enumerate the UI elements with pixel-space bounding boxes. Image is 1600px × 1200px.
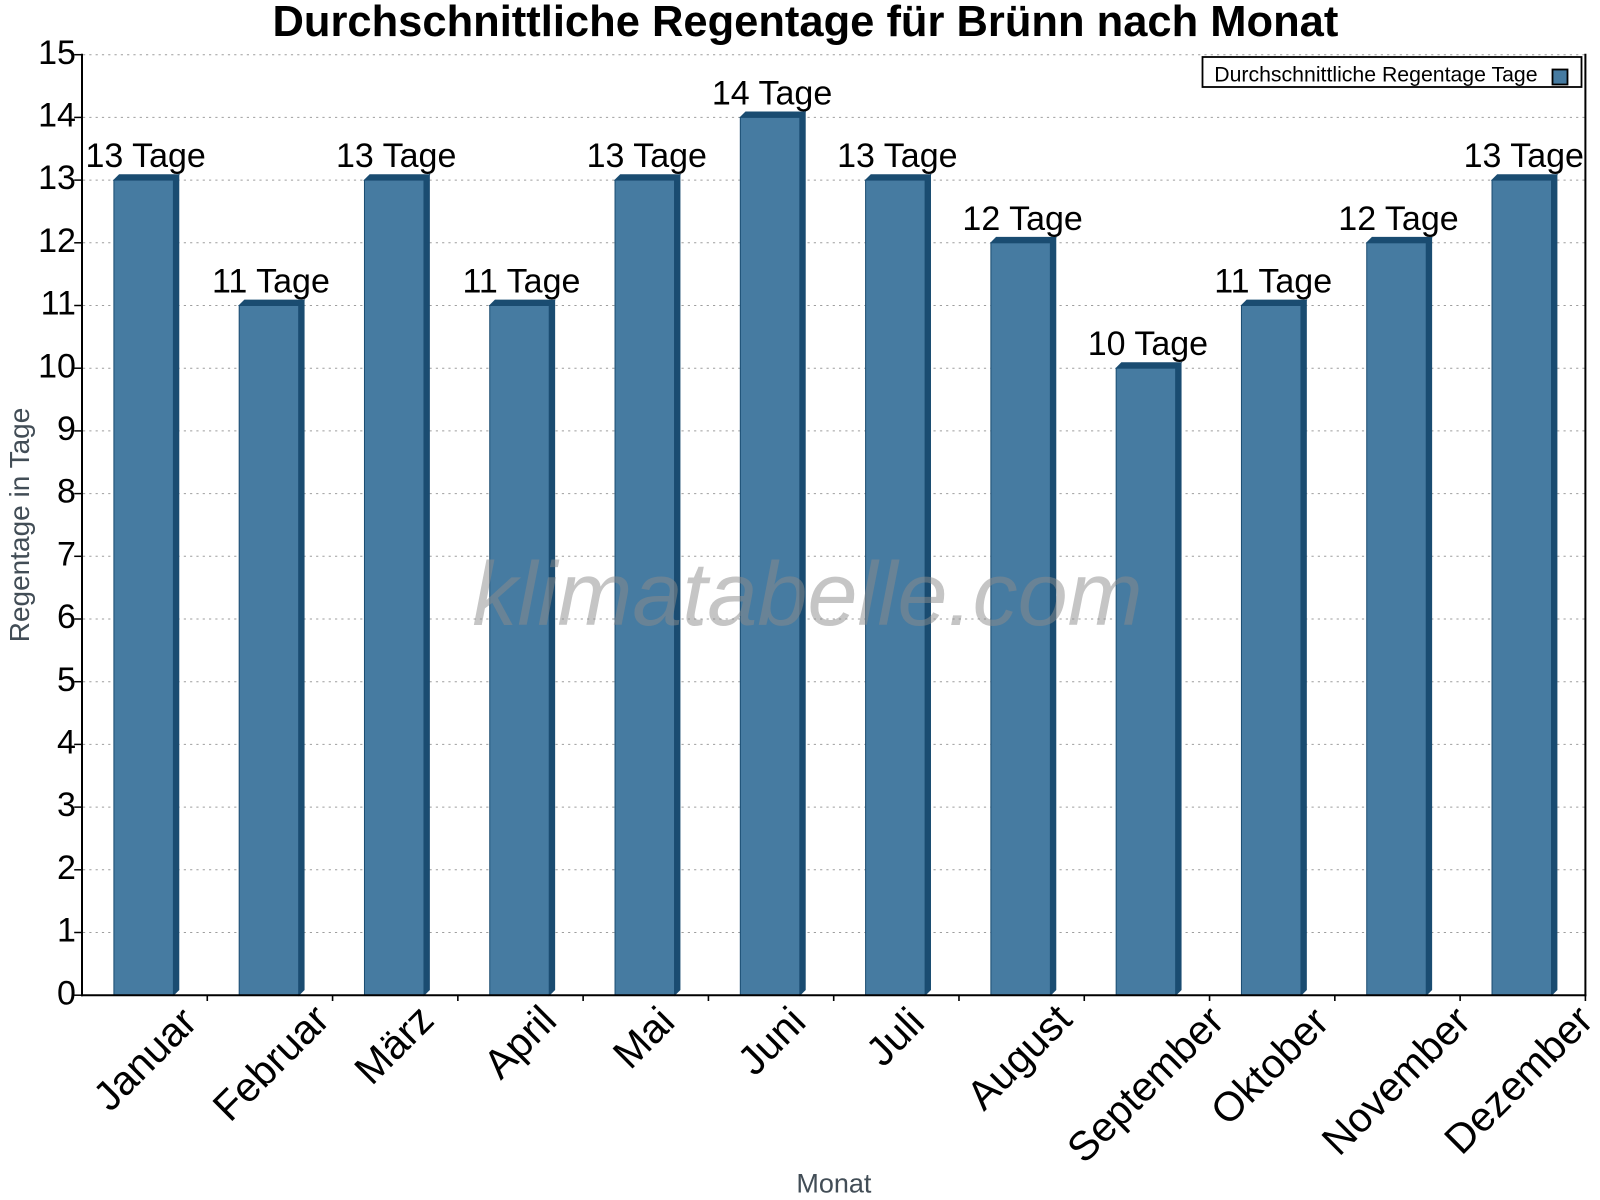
svg-text:6: 6 xyxy=(57,598,76,636)
svg-text:Monat: Monat xyxy=(796,1169,872,1199)
svg-text:11: 11 xyxy=(41,285,76,323)
svg-text:8: 8 xyxy=(57,473,76,511)
svg-text:12 Tage: 12 Tage xyxy=(1338,200,1458,238)
svg-text:9: 9 xyxy=(57,410,76,448)
svg-text:13 Tage: 13 Tage xyxy=(837,137,957,175)
svg-text:Durchschnittliche Regentage Ta: Durchschnittliche Regentage Tage xyxy=(1214,63,1537,87)
svg-text:13 Tage: 13 Tage xyxy=(85,137,205,175)
svg-text:13 Tage: 13 Tage xyxy=(587,137,707,175)
svg-text:13 Tage: 13 Tage xyxy=(336,137,456,175)
svg-text:2: 2 xyxy=(57,849,76,887)
svg-text:15: 15 xyxy=(38,34,76,72)
svg-text:4: 4 xyxy=(57,724,76,762)
svg-text:5: 5 xyxy=(57,661,76,699)
svg-text:0: 0 xyxy=(57,974,76,1012)
svg-text:13 Tage: 13 Tage xyxy=(1464,137,1584,175)
svg-text:12: 12 xyxy=(38,222,76,260)
svg-text:12 Tage: 12 Tage xyxy=(962,200,1082,238)
svg-text:1: 1 xyxy=(57,912,76,950)
svg-text:14: 14 xyxy=(38,97,76,135)
svg-text:11 Tage: 11 Tage xyxy=(212,263,330,301)
svg-text:14 Tage: 14 Tage xyxy=(712,74,832,112)
svg-text:Regentage in Tage: Regentage in Tage xyxy=(4,408,35,643)
svg-text:11 Tage: 11 Tage xyxy=(1214,263,1332,301)
svg-text:7: 7 xyxy=(57,535,76,573)
svg-text:10 Tage: 10 Tage xyxy=(1088,325,1208,363)
svg-text:klimatabelle.com: klimatabelle.com xyxy=(472,545,1142,645)
svg-text:3: 3 xyxy=(57,786,76,824)
svg-text:11 Tage: 11 Tage xyxy=(463,263,581,301)
svg-text:13: 13 xyxy=(38,159,76,197)
svg-text:10: 10 xyxy=(38,347,76,385)
svg-text:Durchschnittliche Regentage fü: Durchschnittliche Regentage für Brünn na… xyxy=(273,0,1339,46)
